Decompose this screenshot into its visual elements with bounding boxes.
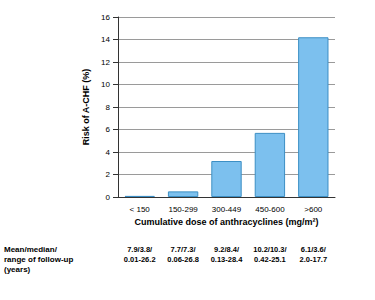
svg-text:0: 0 [106, 193, 111, 202]
svg-text:10.2/10.3/: 10.2/10.3/ [253, 245, 287, 254]
svg-text:4: 4 [106, 148, 111, 157]
svg-text:7.9/3.8/: 7.9/3.8/ [127, 245, 153, 254]
svg-text:300-449: 300-449 [212, 205, 242, 214]
svg-text:8: 8 [106, 103, 111, 112]
svg-text:10: 10 [101, 80, 110, 89]
svg-text:6.1/3.6/: 6.1/3.6/ [301, 245, 327, 254]
svg-text:(years): (years) [4, 265, 31, 274]
svg-text:9.2/8.4/: 9.2/8.4/ [214, 245, 240, 254]
svg-text:>600: >600 [304, 205, 323, 214]
svg-text:7.7/7.3/: 7.7/7.3/ [171, 245, 197, 254]
svg-text:6: 6 [106, 125, 111, 134]
svg-text:0.42-25.1: 0.42-25.1 [254, 255, 286, 264]
svg-text:450-600: 450-600 [255, 205, 285, 214]
svg-text:2.0-17.7: 2.0-17.7 [300, 255, 328, 264]
svg-text:16: 16 [101, 13, 110, 22]
svg-text:Mean/median/: Mean/median/ [4, 245, 58, 254]
svg-text:14: 14 [101, 35, 110, 44]
svg-text:< 150: < 150 [130, 205, 151, 214]
svg-text:150-299: 150-299 [168, 205, 198, 214]
svg-text:0.01-26.2: 0.01-26.2 [124, 255, 156, 264]
svg-text:0.13-28.4: 0.13-28.4 [211, 255, 244, 264]
svg-text:Cumulative dose of anthracycli: Cumulative dose of anthracyclines (mg/m²… [134, 217, 318, 227]
svg-text:2: 2 [106, 170, 111, 179]
svg-text:Risk of A-CHF (%): Risk of A-CHF (%) [81, 69, 91, 146]
svg-text:0.06-26.8: 0.06-26.8 [167, 255, 199, 264]
svg-text:12: 12 [101, 58, 110, 67]
svg-text:range of follow-up: range of follow-up [4, 255, 73, 264]
